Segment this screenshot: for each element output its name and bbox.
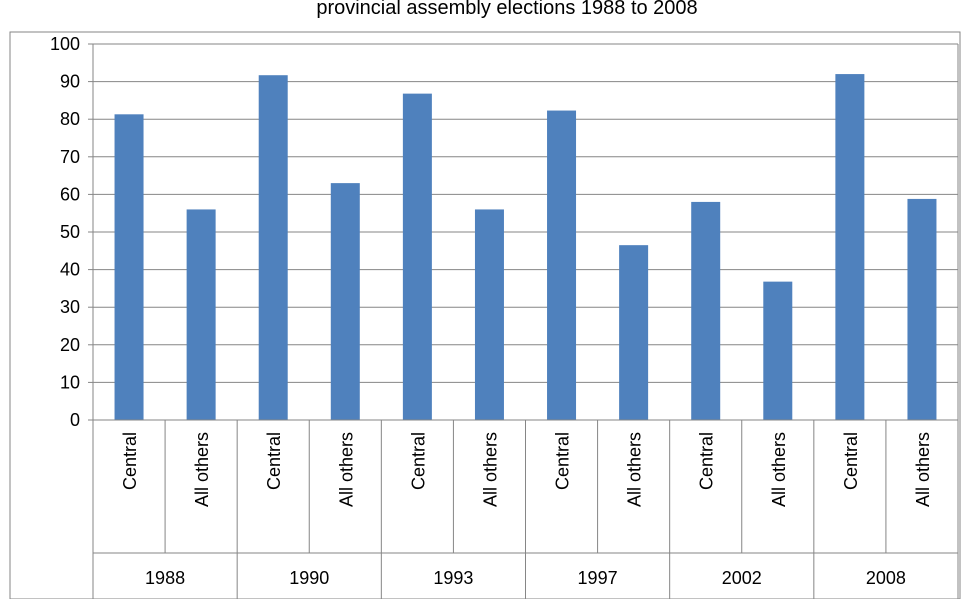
bar [907,198,937,420]
group-label: 1990 [289,568,329,588]
category-label: Central [697,432,717,490]
axes [88,43,959,599]
axis-labels: 0 10 20 30 40 50 60 70 80 90 100 Central All others C… [50,34,933,588]
bar [402,93,432,420]
group-label: 1988 [145,568,185,588]
y-tick-label: 40 [60,260,80,280]
category-label: Central [841,432,861,490]
category-label: All others [192,432,212,507]
group-label: 2008 [866,568,906,588]
bars [114,74,937,420]
bar [763,281,793,420]
category-label: All others [336,432,356,507]
y-tick-label: 100 [50,34,80,54]
group-label: 1993 [433,568,473,588]
y-tick-label: 90 [60,72,80,92]
y-tick-label: 50 [60,222,80,242]
category-label: Central [408,432,428,490]
bar [835,74,865,420]
category-label: Central [553,432,573,490]
y-tick-label: 30 [60,297,80,317]
y-tick-label: 60 [60,184,80,204]
y-tick-label: 0 [70,410,80,430]
category-label: Central [264,432,284,490]
bar [691,201,721,420]
y-tick-label: 20 [60,335,80,355]
bar [330,183,360,420]
bar [258,75,288,420]
gridlines [93,43,958,421]
chart-title: provincial assembly elections 1988 to 20… [316,0,697,19]
group-label: 1997 [578,568,618,588]
category-label: All others [480,432,500,507]
category-label: Central [120,432,140,490]
bar [186,209,216,420]
bar [474,209,504,420]
y-tick-label: 70 [60,147,80,167]
group-label: 2002 [722,568,762,588]
category-label: All others [769,432,789,507]
category-label: All others [913,432,933,507]
y-tick-label: 80 [60,109,80,129]
y-tick-label: 10 [60,372,80,392]
bar [114,114,144,420]
category-label: All others [625,432,645,507]
bar [547,110,577,420]
bar [619,245,649,420]
